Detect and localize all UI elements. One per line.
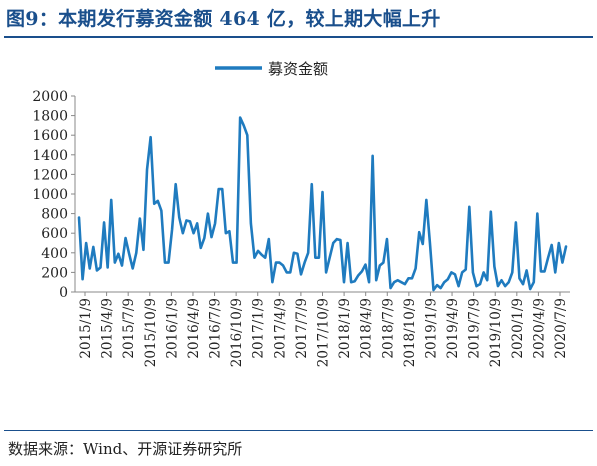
title-divider — [4, 36, 593, 38]
source-note: 数据来源：Wind、开源证券研究所 — [8, 440, 243, 458]
y-tick-label: 200 — [41, 265, 68, 281]
y-tick-label: 600 — [41, 226, 68, 242]
y-tick-label: 2000 — [32, 89, 68, 105]
legend-label: 募资金额 — [268, 60, 328, 78]
x-tick-label: 2015/4/9 — [100, 298, 116, 359]
x-tick-label: 2020/4/9 — [531, 298, 547, 359]
footer-divider — [4, 430, 593, 431]
y-tick-label: 1600 — [32, 128, 68, 144]
x-tick-label: 2016/7/9 — [208, 298, 224, 359]
y-tick-label: 1000 — [32, 187, 68, 203]
x-tick-label: 2019/10/9 — [488, 298, 504, 367]
line-chart: 募资金额 0 200 400 600 800 1000 1200 1400 1600 1800 20… — [32, 60, 570, 367]
x-tick-label: 2019/4/9 — [445, 298, 461, 359]
x-tick-label: 2017/4/9 — [272, 298, 288, 359]
y-tick-label: 1800 — [32, 109, 68, 125]
x-tick-label: 2018/1/9 — [337, 298, 353, 359]
legend: 募资金额 — [215, 60, 328, 78]
y-axis-ticks: 0 200 400 600 800 1000 1200 1400 1600 1800 2000 — [32, 89, 75, 301]
x-tick-label: 2018/10/9 — [402, 298, 418, 367]
x-tick-label: 2015/7/9 — [121, 298, 137, 359]
x-tick-label: 2017/10/9 — [316, 298, 332, 367]
x-tick-label: 2015/1/9 — [78, 298, 94, 359]
y-tick-label: 0 — [59, 285, 68, 301]
x-tick-label: 2019/1/9 — [423, 298, 439, 359]
x-tick-label: 2020/7/9 — [553, 298, 569, 359]
y-tick-label: 1200 — [32, 167, 68, 183]
y-tick-label: 400 — [41, 246, 68, 262]
x-tick-label: 2016/10/9 — [229, 298, 245, 367]
x-tick-label: 2017/1/9 — [251, 298, 267, 359]
series-line — [77, 116, 568, 292]
x-tick-label: 2018/4/9 — [359, 298, 375, 359]
x-tick-label: 2016/4/9 — [186, 298, 202, 359]
x-axis-ticks: 2015/1/9 2015/4/9 2015/7/9 2015/10/9 2016/1/… — [78, 292, 569, 367]
x-tick-label: 2016/1/9 — [164, 298, 180, 359]
y-tick-label: 800 — [41, 207, 68, 223]
x-tick-label: 2015/10/9 — [143, 298, 159, 367]
y-tick-label: 1400 — [32, 148, 68, 164]
plot-area — [77, 116, 568, 292]
x-tick-label: 2020/1/9 — [510, 298, 526, 359]
x-tick-label: 2018/7/9 — [380, 298, 396, 359]
chart-title: 图9：本期发行募资金额 464 亿，较上期大幅上升 — [6, 8, 441, 30]
x-tick-label: 2017/7/9 — [294, 298, 310, 359]
x-tick-label: 2019/7/9 — [467, 298, 483, 359]
